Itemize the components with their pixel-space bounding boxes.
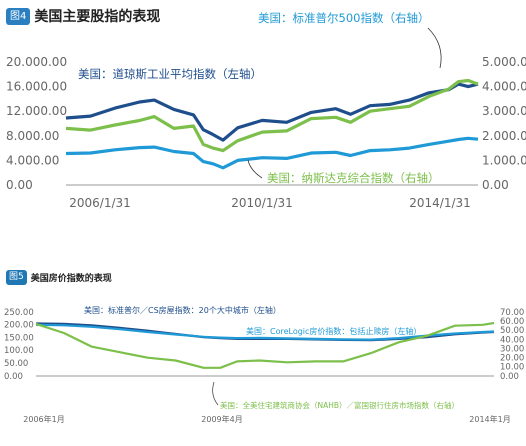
right-axis-tick-label: 5.000.00 xyxy=(482,55,526,69)
chart2-figure-badge: 图5 xyxy=(6,270,27,285)
right-axis-tick-label: 1.000.00 xyxy=(482,153,526,167)
x-axis-tick-label: 2006年1月 xyxy=(23,414,64,424)
left-axis-tick-label: 100.00 xyxy=(4,346,34,356)
dow-series-label: 美国：道琼斯工业平均指数（左轴） xyxy=(78,67,262,81)
right-axis-tick-label: 20.00 xyxy=(500,354,524,364)
series-line-sp500 xyxy=(65,136,479,170)
series-line-nasdaq xyxy=(65,78,479,153)
chart2-header: 图5 美国房价指数的表现 xyxy=(6,270,112,285)
cs20-series-label: 美国：标准普尔／CS房屋指数：20个大中城市（左轴） xyxy=(84,305,281,315)
nasdaq-series-label: 美国：纳斯达克综合指数（右轴） xyxy=(267,171,440,185)
sp500-leader-line xyxy=(427,27,442,69)
right-axis-tick-label: 4.000.00 xyxy=(482,80,526,94)
nahb-series-label: 美国：全美住宅建筑商协会（NAHB）／富国银行住房市场指数（右轴） xyxy=(220,400,459,410)
stock-index-chart-panel: 图4 美国主要股指的表现 0.00 4.000.00 8.000.00 12.000.… xyxy=(0,0,526,222)
x-axis-tick-label: 2006/1/31 xyxy=(69,196,131,210)
right-axis-tick-label: 10.00 xyxy=(500,363,524,373)
right-axis-tick-label: 60.00 xyxy=(500,317,524,327)
x-axis-tick-label: 2009年4月 xyxy=(201,414,242,424)
left-axis-tick-label: 16.000.00 xyxy=(6,80,67,94)
chart1-header: 图4 美国主要股指的表现 xyxy=(6,6,160,26)
right-axis-tick-label: 2.000.00 xyxy=(482,129,526,143)
left-axis-tick-label: 0.00 xyxy=(4,372,23,382)
left-axis-tick-label: 250.00 xyxy=(4,308,34,318)
chart2-title: 美国房价指数的表现 xyxy=(30,274,112,284)
chart1-title: 美国主要股指的表现 xyxy=(34,9,161,25)
left-axis-tick-label: 8.000.00 xyxy=(6,129,59,143)
right-axis-tick-label: 30.00 xyxy=(500,344,524,354)
right-axis-tick-label: 50.00 xyxy=(500,326,524,336)
sp500-series-label: 美国：标准普尔500指数（右轴） xyxy=(258,11,429,25)
left-axis-tick-label: 50.00 xyxy=(4,359,28,369)
left-axis-tick-label: 150.00 xyxy=(4,333,34,343)
left-axis-tick-label: 20.000.00 xyxy=(6,55,67,69)
x-axis-tick-label: 2014年1月 xyxy=(469,414,510,424)
left-axis-tick-label: 12.000.00 xyxy=(6,104,67,118)
house-price-chart-panel: 图5 美国房价指数的表现 0.00 50.00 100.00 150.00 200.00… xyxy=(0,270,526,442)
right-axis-tick-label: 0.00 xyxy=(482,178,509,192)
series-line-nahb xyxy=(35,321,495,369)
right-axis-tick-label: 40.00 xyxy=(500,335,524,345)
x-axis-tick-label: 2014/1/31 xyxy=(409,196,471,210)
chart1-svg: 0.00 4.000.00 8.000.00 12.000.00 16.000.00 20… xyxy=(6,11,526,210)
corelogic-series-label: 美国：CoreLogic房价指数：包括止赎房（左轴） xyxy=(246,326,421,336)
nahb-leader-line xyxy=(212,381,219,406)
left-axis-tick-label: 200.00 xyxy=(4,321,34,331)
chart2-svg: 0.0050.00100.00150.00200.00250.000.0010.… xyxy=(4,305,524,424)
right-axis-tick-label: 3.000.00 xyxy=(482,104,526,118)
series-line-dow xyxy=(65,82,479,142)
right-axis-tick-label: 70.00 xyxy=(500,308,524,318)
right-axis-tick-label: 0.00 xyxy=(500,372,519,382)
nasdaq-leader-line xyxy=(247,159,263,179)
chart1-figure-badge: 图4 xyxy=(6,7,31,25)
left-axis-tick-label: 0.00 xyxy=(6,178,33,192)
left-axis-tick-label: 4.000.00 xyxy=(6,153,59,167)
x-axis-tick-label: 2010/1/31 xyxy=(231,196,293,210)
